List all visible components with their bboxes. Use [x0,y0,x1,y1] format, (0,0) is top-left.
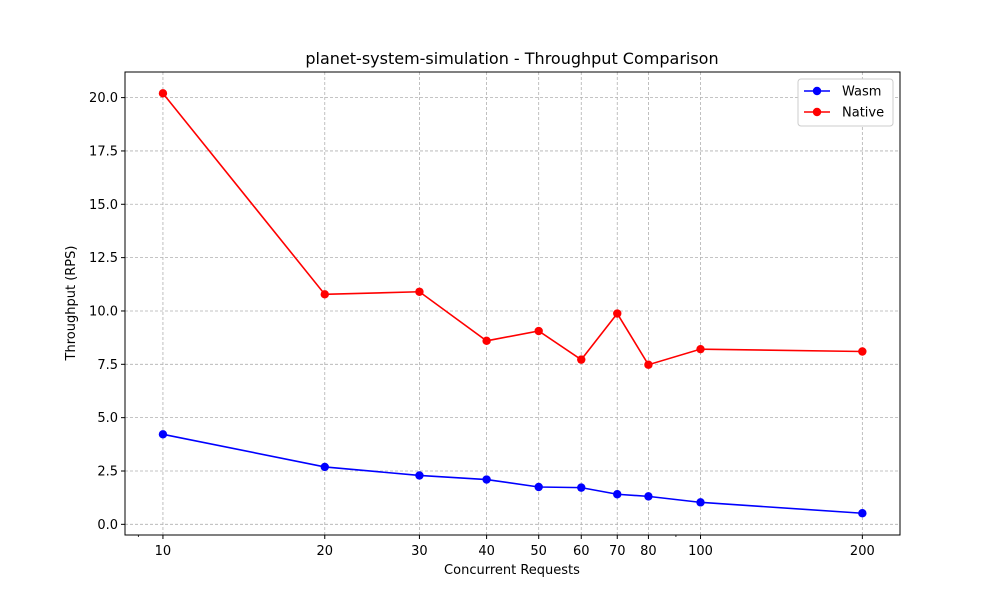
native-data-point [696,344,705,354]
y-tick-label: 20.0 [89,91,118,106]
wasm-data-point [696,498,705,507]
y-axis-label: Throughput (RPS) [64,246,79,362]
wasm-legend-label: Wasm [842,85,881,100]
wasm-data-point [415,471,424,480]
native-data-point [534,326,543,336]
grid [125,72,900,535]
x-tick-label: 10 [155,544,172,559]
native-data-point [613,309,622,318]
y-tick-label: 0.0 [97,518,118,533]
y-tick-label: 2.5 [97,464,118,479]
native-data-point [482,336,491,346]
wasm-data-point [613,490,622,499]
series-layer [158,89,867,518]
wasm-data-point [534,482,543,492]
x-tick-label: 20 [316,544,333,559]
y-tick-label: 10.0 [89,304,118,319]
native-data-point [644,360,653,369]
chart-title: planet-system-simulation - Throughput Co… [305,49,718,68]
native-series-line [162,92,863,366]
native-legend-marker [812,107,822,117]
wasm-data-point [644,492,653,501]
native-data-point [320,290,329,299]
wasm-legend-marker [812,86,822,96]
wasm-data-point [858,509,867,518]
native-data-point [858,347,867,356]
wasm-data-point [158,430,168,439]
plot-frame [124,71,901,536]
y-tick-label: 7.5 [97,358,118,373]
wasm-series-line [162,433,863,515]
x-axis-label: Concurrent Requests [444,563,580,578]
y-tick-label: 12.5 [89,251,118,266]
native-legend-label: Native [842,106,884,121]
wasm-data-point [320,462,329,472]
x-tick-label: 50 [530,544,547,559]
wasm-data-point [577,483,586,492]
y-tick-label: 15.0 [89,198,118,213]
x-tick-label: 40 [478,544,495,559]
x-tick-label: 70 [609,544,626,559]
y-tick-label: 5.0 [97,411,118,426]
x-tick-label: 30 [411,544,428,559]
native-data-point [158,89,168,98]
native-data-point [415,287,424,296]
x-axis-ticks: 10 20 30 40 50 60 70 80 100 200 [137,535,875,559]
x-tick-label: 100 [688,544,713,559]
legend: Wasm Native [797,78,894,127]
native-data-point [577,355,586,364]
x-tick-label: 80 [640,544,657,559]
wasm-data-point [482,475,491,484]
x-tick-label: 200 [850,544,875,559]
y-axis-ticks: 0.0 2.5 5.0 7.5 10.0 12.5 15.0 17.5 20.0 [89,91,125,533]
y-tick-label: 17.5 [89,144,118,159]
x-tick-label: 60 [573,544,590,559]
